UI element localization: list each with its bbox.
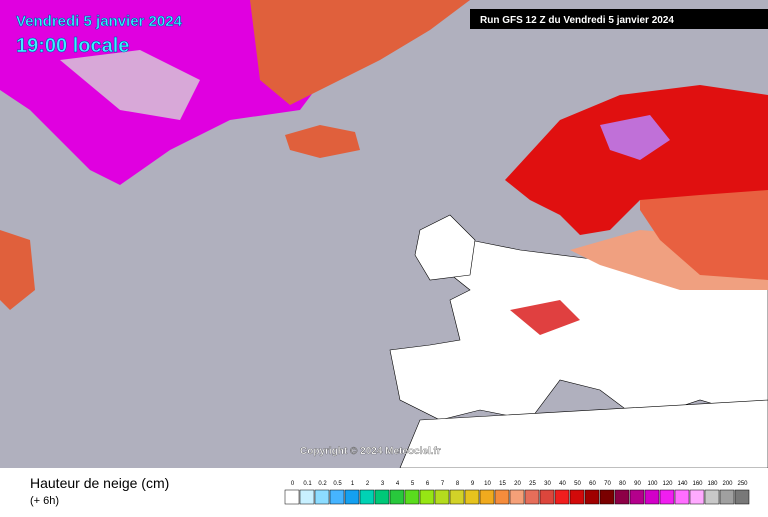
legend-swatch: [524, 489, 540, 505]
legend-label: 10: [484, 481, 491, 487]
copyright: Copyright © 2024 Meteociel.fr: [300, 446, 441, 457]
legend-label: 100: [647, 481, 658, 487]
legend-label: 1: [351, 481, 355, 487]
legend-label: 160: [692, 481, 703, 487]
legend-label: 5: [411, 481, 415, 487]
legend-swatch: [644, 489, 660, 505]
legend-label: 50: [574, 481, 581, 487]
time-label: 19:00 locale: [16, 35, 129, 57]
british-isles: [414, 214, 476, 281]
legend-swatch: [659, 489, 675, 505]
legend-swatch: [719, 489, 735, 505]
legend-label: 0.1: [303, 481, 312, 487]
legend-label: 80: [619, 481, 626, 487]
legend-label: 2: [366, 481, 370, 487]
legend-swatch: [734, 489, 750, 505]
legend-label: 120: [662, 481, 673, 487]
legend-swatch: [419, 489, 435, 505]
legend-swatch: [689, 489, 705, 505]
legend-label: 140: [677, 481, 688, 487]
legend-label: 90: [634, 481, 641, 487]
legend-swatch: [599, 489, 615, 505]
lapland: [600, 115, 670, 160]
legend-label: 200: [722, 481, 733, 487]
legend-swatch: [614, 489, 630, 505]
legend-label: 6: [426, 481, 430, 487]
legend-swatch: [539, 489, 555, 505]
greenland-interior: [60, 50, 200, 120]
legend-swatch: [344, 489, 360, 505]
legend-label: 9: [471, 481, 475, 487]
legend-label: 180: [707, 481, 718, 487]
legend-swatch: [494, 489, 510, 505]
legend-swatch: [389, 489, 405, 505]
legend-label: 3: [381, 481, 385, 487]
legend-label: 0.5: [333, 481, 342, 487]
legend-label: 20: [514, 481, 521, 487]
legend-swatch: [299, 489, 315, 505]
footer-title: Hauteur de neige (cm): [30, 475, 169, 491]
greenland-east: [250, 0, 470, 105]
legend-label: 8: [456, 481, 460, 487]
run-banner: [470, 9, 768, 29]
footer-lead: (+ 6h): [30, 495, 59, 507]
legend-swatch: [374, 489, 390, 505]
scandinavia: [505, 85, 768, 235]
legend-swatch: [704, 489, 720, 505]
legend-label: 4: [396, 481, 400, 487]
legend-swatch: [359, 489, 375, 505]
date-label: Vendredi 5 janvier 2024: [16, 13, 183, 30]
alps: [510, 300, 580, 335]
legend-label: 15: [499, 481, 506, 487]
legend-swatch: [479, 489, 495, 505]
legend-swatch: [449, 489, 465, 505]
canada: [0, 230, 35, 310]
legend-label: 40: [559, 481, 566, 487]
legend-swatch: [674, 489, 690, 505]
legend-swatch: [404, 489, 420, 505]
legend-label: 60: [589, 481, 596, 487]
legend-swatch: [329, 489, 345, 505]
run-label: Run GFS 12 Z du Vendredi 5 janvier 2024: [480, 15, 674, 26]
legend-label: 250: [737, 481, 748, 487]
legend-swatch: [554, 489, 570, 505]
legend-swatch: [509, 489, 525, 505]
legend-swatch: [434, 489, 450, 505]
legend-swatch: [314, 489, 330, 505]
legend-swatch: [464, 489, 480, 505]
legend-label: 70: [604, 481, 611, 487]
north-africa: [399, 399, 768, 469]
legend-swatch: [629, 489, 645, 505]
legend-label: 30: [544, 481, 551, 487]
legend: 0 0.1 0.2 0.5 1 2 3 4 5 6 7 8 9 10 15 20 25 30 40 50 60 70 80 9…: [284, 481, 750, 505]
iceland: [285, 125, 360, 158]
legend-swatch: [569, 489, 585, 505]
legend-label: 0.2: [318, 481, 327, 487]
legend-swatch: [284, 489, 300, 505]
legend-swatch: [584, 489, 600, 505]
legend-label: 25: [529, 481, 536, 487]
legend-label: 0: [291, 481, 295, 487]
legend-label: 7: [441, 481, 445, 487]
